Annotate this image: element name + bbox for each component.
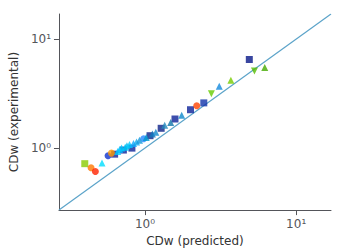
svg-text:CDw (predicted): CDw (predicted)	[146, 234, 244, 248]
svg-text:10¹: 10¹	[286, 217, 306, 231]
svg-text:10⁰: 10⁰	[135, 217, 155, 231]
svg-text:CDw (experimental): CDw (experimental)	[7, 52, 21, 172]
svg-text:10⁰: 10⁰	[31, 141, 51, 155]
svg-text:10¹: 10¹	[31, 32, 51, 46]
